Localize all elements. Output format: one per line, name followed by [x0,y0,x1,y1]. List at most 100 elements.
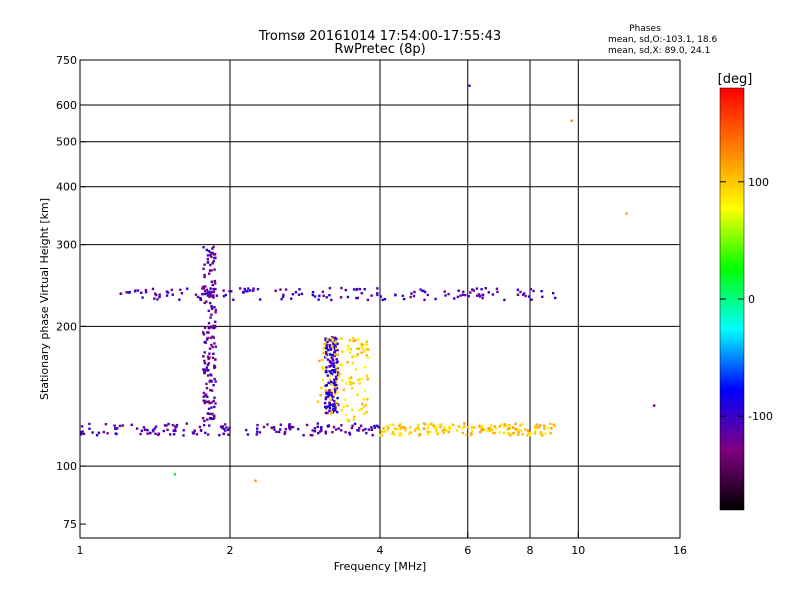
trace-point [316,425,319,428]
trace-point [262,425,266,429]
chart-subtitle: RwPretec (8p) [334,42,425,57]
trace-point [128,291,131,294]
trace-point [213,364,216,368]
trace-point [297,293,301,296]
trace-point [552,292,555,295]
trace-point [477,293,481,296]
trace-point [334,341,337,344]
trace-point [415,427,418,430]
trace-point [210,307,214,310]
trace-point [357,347,361,351]
trace-point [366,377,369,381]
trace-point [119,292,123,295]
trace-point [399,427,402,431]
trace-point [413,429,417,432]
trace-point [347,345,350,349]
trace-point [392,423,395,426]
trace-point [199,297,202,300]
trace-point [472,289,475,292]
trace-point [521,433,524,436]
trace-point [209,254,212,257]
trace-point [365,340,368,343]
trace-point [316,422,319,425]
trace-point [206,363,209,367]
trace-point [433,427,437,430]
trace-point [340,409,343,412]
trace-point [272,426,276,429]
trace-point [451,423,455,426]
trace-point [335,347,338,350]
trace-point [206,291,210,294]
trace-point [340,424,343,427]
trace-point [404,427,407,430]
trace-point [553,425,557,428]
trace-point [331,357,334,361]
trace-point [153,297,156,300]
x-tick-label-2: 2 [227,544,234,557]
trace-point [239,287,242,290]
trace-point [226,428,230,432]
trace-point [330,298,333,302]
trace-point [514,422,517,426]
trace-point [232,298,235,301]
trace-point [210,326,214,329]
trace-point [322,294,325,297]
trace-point [429,430,432,434]
trace-point [329,348,333,351]
trace-point [484,287,487,290]
trace-point [331,338,334,341]
trace-point [224,429,227,432]
trace-point [80,431,83,434]
trace-point [386,428,389,432]
trace-point [311,434,314,437]
trace-point [500,423,503,426]
trace-point [311,291,315,294]
trace-point [211,412,214,416]
trace-point [331,431,334,434]
trace-point [506,432,509,436]
trace-point [328,365,332,368]
trace-point [350,376,353,379]
trace-point [527,295,531,298]
trace-point [426,430,430,434]
trace-point [283,432,286,436]
trace-point [376,424,379,428]
trace-point [192,431,195,434]
trace-point [480,288,483,291]
trace-point [487,427,490,430]
trace-point [211,335,214,338]
trace-point [341,379,344,382]
trace-point [413,290,416,294]
trace-point [502,425,506,428]
trace-point [507,432,511,435]
trace-point [202,355,205,358]
trace-point [166,291,170,294]
trace-point [214,324,217,328]
trace-point [151,428,155,432]
trace-point [332,404,335,408]
trace-point [336,396,339,400]
trace-point [118,424,122,428]
trace-point [471,429,474,432]
y-tick-label-100: 100 [56,460,77,473]
trace-point [213,342,216,345]
trace-point [326,374,329,377]
trace-point [538,425,541,428]
trace-point [516,293,520,296]
trace-point [146,432,149,435]
trace-point [512,431,515,435]
trace-point [347,380,351,383]
trace-point [163,424,167,427]
trace-point [171,423,175,427]
trace-point [208,347,212,350]
trace-point [360,407,363,411]
trace-point [274,289,277,292]
trace-point [316,400,320,403]
trace-point [202,395,205,398]
x-tick-label-6: 6 [464,544,471,557]
trace-point [328,353,332,356]
trace-point [529,431,532,435]
trace-point [154,425,158,428]
trace-point [207,357,210,361]
